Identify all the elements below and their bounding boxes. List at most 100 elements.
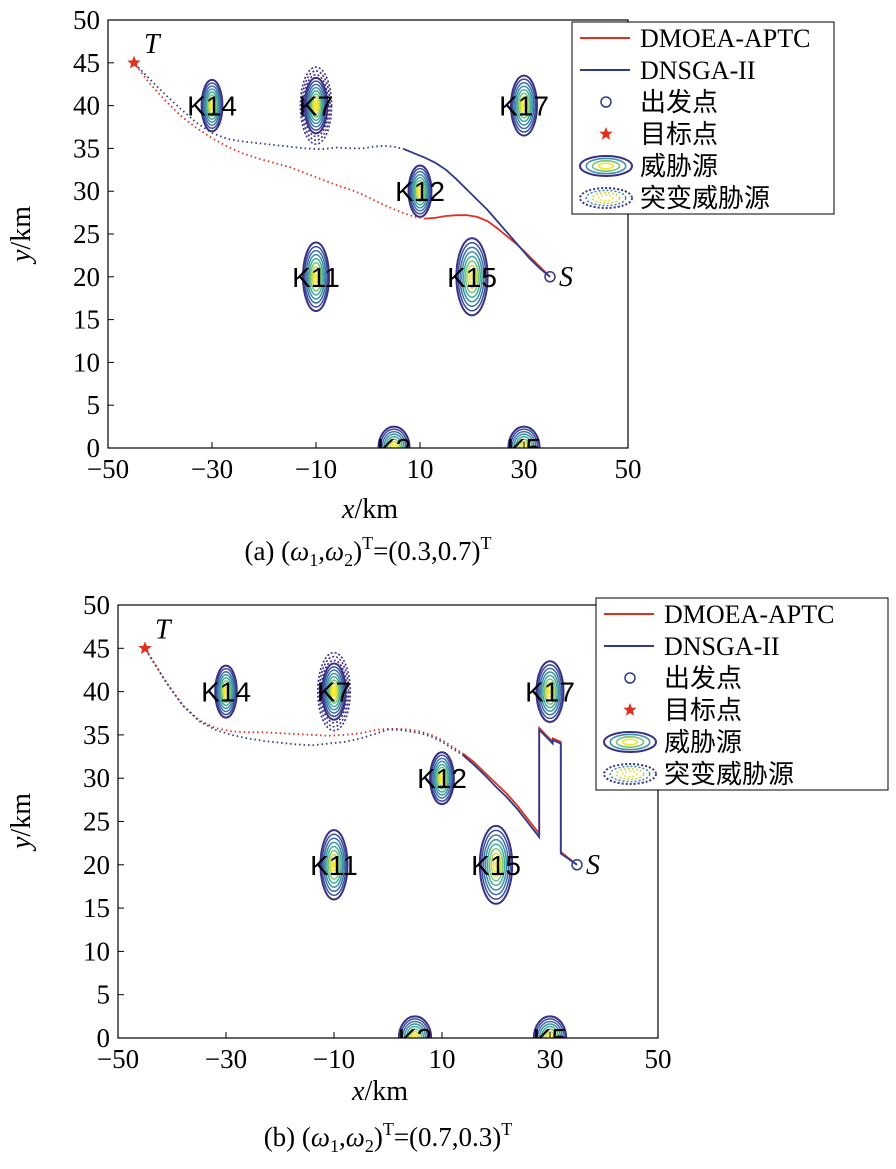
threat-contour	[208, 97, 216, 114]
start-point-label: S	[586, 850, 600, 881]
threat-contour	[488, 848, 504, 882]
threat-contour	[322, 837, 346, 893]
threat-contour	[327, 675, 341, 708]
threat-contour	[517, 92, 531, 119]
threat-k15: K15	[471, 824, 521, 905]
threat-contour	[514, 85, 534, 126]
x-tick-label: −50	[87, 454, 129, 484]
threat-core	[314, 101, 318, 110]
threat-contour	[327, 849, 341, 880]
threat-contour	[324, 669, 344, 714]
y-tick-label: 40	[73, 91, 100, 121]
target-point-label: T	[144, 29, 162, 60]
plot-frame	[117, 604, 659, 1039]
threat-contour	[432, 757, 452, 799]
x-axis-ticks: −50 −30 −10 10 30 50	[87, 442, 642, 484]
marker-layer: ST	[138, 614, 600, 881]
sudden-threat-ring	[316, 651, 351, 732]
legend-start-swatch	[624, 672, 636, 684]
legend-label: 目标点	[664, 696, 742, 725]
legend-sudden-threat-swatch	[603, 763, 657, 785]
threat-label: K5	[507, 433, 541, 464]
threat-contour	[330, 857, 338, 872]
threat-label: K14	[187, 91, 237, 122]
path-dotted-dmoea-aptc	[144, 647, 465, 755]
threat-core	[332, 861, 336, 869]
threat-contour	[542, 674, 558, 709]
threat-layer: K14 K7 K17 K12 K11 K15 K2 K5	[187, 66, 549, 464]
target-point-label: T	[155, 614, 173, 645]
threat-contour	[325, 672, 343, 711]
threat-contour	[390, 443, 398, 448]
threat-contour	[305, 80, 327, 131]
x-tick-label: 30	[537, 1044, 564, 1074]
threat-contour	[538, 667, 562, 716]
target-point-marker	[127, 55, 141, 69]
x-axis-var: x	[341, 494, 355, 525]
target-point-marker	[138, 641, 152, 654]
legend-box	[571, 21, 835, 215]
legend-item: 威胁源	[603, 728, 742, 757]
path-solid-dmoea-aptc	[425, 214, 551, 278]
threat-contour	[206, 94, 218, 117]
threat-contour	[306, 253, 326, 300]
threat-contour	[417, 185, 423, 197]
threat-contour	[302, 241, 330, 313]
threat-contour	[545, 681, 555, 702]
threat-contour	[321, 662, 347, 721]
legend-label: DNSGA-II	[664, 632, 780, 661]
sudden-threat-ring	[299, 66, 333, 145]
legend-item: 突变威胁源	[603, 760, 794, 789]
threat-label: K2	[377, 433, 411, 464]
legend-threat-swatch	[579, 155, 633, 177]
y-tick-label: 5	[87, 390, 101, 420]
threat-contour	[214, 664, 238, 719]
y-tick-label: 35	[73, 133, 100, 163]
y-axis-var: y	[6, 836, 37, 852]
x-tick-label: −10	[295, 454, 337, 484]
legend-item: 目标点	[623, 696, 742, 725]
threat-label: K15	[447, 262, 497, 293]
y-tick-label: 10	[83, 936, 110, 966]
threat-contour	[439, 772, 445, 784]
threat-contour	[433, 760, 451, 796]
threat-contour	[413, 176, 427, 206]
threat-contour	[437, 769, 447, 787]
threat-contour	[329, 853, 339, 876]
threat-contour	[457, 242, 487, 312]
y-tick-label: 20	[83, 850, 110, 880]
threat-contour	[464, 260, 480, 294]
threat-contour	[480, 829, 512, 900]
threat-k15: K15	[447, 237, 497, 317]
threat-contour	[218, 674, 234, 710]
y-tick-label: 30	[73, 176, 100, 206]
legend-item: 突变威胁源	[579, 184, 770, 213]
threat-core	[314, 273, 318, 281]
threat-contour	[309, 261, 323, 292]
threat-layer: K14 K7 K17 K12 K11 K15 K2 K5	[201, 651, 575, 1038]
threat-contour	[537, 664, 563, 720]
legend-label: 目标点	[640, 120, 718, 149]
threat-contour	[511, 78, 537, 133]
threat-core	[224, 689, 228, 695]
threat-contour	[430, 754, 454, 802]
threat-k17: K17	[499, 74, 549, 137]
threat-contour	[486, 843, 506, 887]
threat-contour	[219, 677, 233, 707]
x-axis-unit: /km	[364, 1076, 408, 1107]
threat-contour	[434, 763, 450, 793]
legend-label: 突变威胁源	[640, 184, 770, 213]
sudden-threat-ring	[318, 655, 350, 728]
threat-contour	[462, 255, 482, 298]
threat-contour	[310, 93, 322, 118]
threat-contour	[200, 78, 224, 133]
x-axis-ticks: −50 −30 −10 10 30 50	[97, 1032, 672, 1074]
threat-contour	[459, 246, 485, 308]
legend-start-swatch	[600, 96, 612, 108]
threat-contour	[307, 86, 325, 125]
threat-contour	[303, 245, 329, 308]
threat-core	[332, 687, 336, 696]
x-axis-unit: /km	[354, 494, 398, 525]
